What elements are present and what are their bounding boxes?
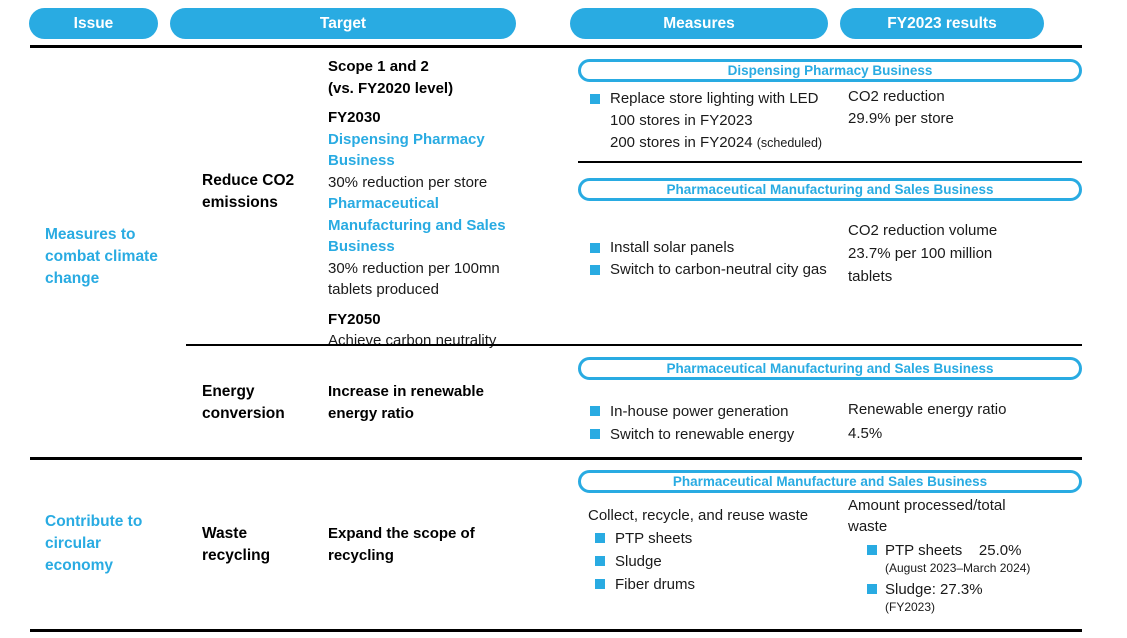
topic-waste-recycling: Waste recycling (202, 525, 271, 564)
result-recycling: Amount processed/total waste PTP sheets … (848, 495, 1033, 615)
topic-energy-conversion: Energy conversion (202, 383, 285, 422)
target-recycling: Expand the scope of recycling (328, 525, 475, 564)
measures-list: In-house power generation Switch to rene… (578, 400, 1082, 446)
header-divider (30, 45, 1082, 48)
target-dispensing-goal: 30% reduction per store (328, 173, 488, 191)
measure-item: Replace store lighting with LED (578, 88, 1082, 110)
result-label: Sludge: 27.3% (885, 581, 983, 598)
measure-item: Switch to renewable energy (578, 423, 1082, 446)
issue-circular-label: Contribute to circular economy (45, 513, 143, 574)
bottom-divider (30, 629, 1082, 632)
target-co2-cell: Scope 1 and 2 (vs. FY2020 level) FY2030 … (328, 56, 563, 352)
measures-list: Install solar panels Switch to carbon-ne… (578, 237, 1082, 281)
measure-item: Sludge (578, 550, 1082, 573)
result-energy: Renewable energy ratio 4.5% (848, 398, 1023, 446)
square-bullet-icon (590, 265, 600, 275)
target-fy2050: FY2050 (328, 310, 381, 328)
banner-dispensing-pharmacy-business: Dispensing Pharmacy Business (578, 59, 1082, 82)
square-bullet-icon (590, 429, 600, 439)
result-label: PTP sheets 25.0% (885, 542, 1022, 559)
measure-detail: 200 stores in FY2024 (scheduled) (578, 132, 1082, 154)
target-dispensing-business-label: Dispensing Pharmacy Business (328, 130, 485, 170)
measure-text: In-house power generation (610, 403, 789, 420)
measures-block-energy: Pharmaceutical Manufacturing and Sales B… (578, 354, 1082, 446)
target-energy: Increase in renewable energy ratio (328, 383, 484, 422)
column-header-fy2023-results: FY2023 results (840, 8, 1044, 39)
measure-detail: 100 stores in FY2023 (610, 112, 753, 129)
result-line: 4.5% (848, 425, 883, 442)
subrow-divider (186, 344, 1082, 346)
column-header-target: Target (170, 8, 516, 39)
column-header-measures: Measures (570, 8, 828, 39)
target-pharma-goal: 30% reduction per 100mn tablets produced (328, 259, 500, 299)
measures-intro: Collect, recycle, and reuse waste (588, 507, 809, 524)
banner-pharma-manufacturing-sales-business: Pharmaceutical Manufacturing and Sales B… (578, 357, 1082, 380)
square-bullet-icon (595, 579, 605, 589)
square-bullet-icon (867, 584, 877, 594)
measure-item: Install solar panels (578, 237, 1082, 259)
measure-text: Sludge (615, 553, 662, 570)
measures-list: Collect, recycle, and reuse waste PTP sh… (578, 504, 1082, 596)
result-period-note: (August 2023–March 2024) (885, 561, 1031, 575)
row-divider (30, 457, 1082, 460)
target-baseline: (vs. FY2020 level) (328, 79, 454, 97)
result-period-note: (FY2023) (885, 600, 936, 614)
result-line: Renewable energy ratio (848, 401, 1007, 418)
measures-block-recycling: Pharmaceutical Manufacture and Sales Bus… (578, 467, 1082, 614)
square-bullet-icon (590, 94, 600, 104)
result-dispensing: CO2 reduction 29.9% per store (848, 86, 978, 130)
measure-item: Switch to carbon-neutral city gas (578, 259, 1082, 281)
issue-climate-label: Measures to combat climate change (45, 226, 158, 287)
column-header-issue: Issue (29, 8, 158, 39)
square-bullet-icon (595, 533, 605, 543)
square-bullet-icon (590, 243, 600, 253)
banner-pharma-manufacturing-sales-business: Pharmaceutical Manufacturing and Sales B… (578, 178, 1082, 201)
result-item: Sludge: 27.3% (848, 579, 1033, 600)
square-bullet-icon (867, 545, 877, 555)
measure-text: Switch to renewable energy (610, 426, 795, 443)
measures-list: Replace store lighting with LED 100 stor… (578, 88, 1082, 154)
result-item: PTP sheets 25.0% (848, 540, 1033, 561)
measure-item: Fiber drums (578, 573, 1082, 596)
result-pharma-co2: CO2 reduction volume 23.7% per 100 milli… (848, 222, 998, 285)
measures-block-pharma-co2: Pharmaceutical Manufacturing and Sales B… (578, 175, 1082, 285)
measure-detail-text: 200 stores in FY2024 (610, 134, 753, 151)
measure-text: Install solar panels (610, 239, 735, 256)
square-bullet-icon (590, 406, 600, 416)
target-scope: Scope 1 and 2 (328, 58, 429, 75)
result-line: 29.9% per store (848, 110, 954, 127)
result-line: CO2 reduction (848, 88, 945, 105)
results-intro: Amount processed/total waste (848, 497, 1006, 535)
scheduled-note: (scheduled) (756, 136, 823, 150)
target-pharma-business-label: Pharmaceutical Manufacturing and Sales B… (328, 195, 506, 255)
measures-block-divider (578, 161, 1082, 163)
topic-reduce-co2: Reduce CO2 emissions (202, 172, 295, 211)
measures-block-dispensing: Dispensing Pharmacy Business Replace sto… (578, 56, 1082, 154)
square-bullet-icon (595, 556, 605, 566)
banner-pharma-manufacture-sales-business: Pharmaceutical Manufacture and Sales Bus… (578, 470, 1082, 493)
measure-item: PTP sheets (578, 527, 1082, 550)
target-fy2030: FY2030 (328, 109, 381, 126)
measure-text: Switch to carbon-neutral city gas (610, 261, 827, 278)
measure-text: Replace store lighting with LED (610, 90, 819, 107)
target-fy2050-goal: Achieve carbon neutrality (328, 332, 497, 349)
measure-text: PTP sheets (615, 530, 693, 547)
measure-item: In-house power generation (578, 400, 1082, 423)
measure-text: Fiber drums (615, 576, 696, 593)
